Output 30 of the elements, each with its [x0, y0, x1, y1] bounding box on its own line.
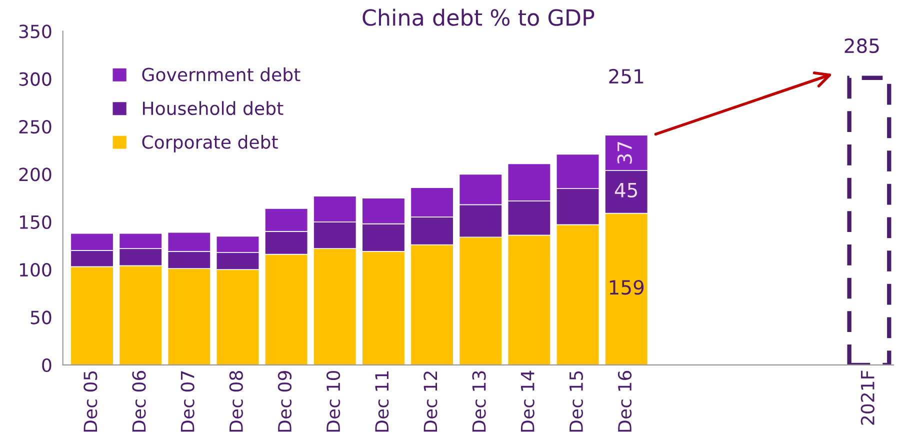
x-tick-label: Dec 07 [180, 371, 194, 432]
data-label: 37 [617, 142, 632, 164]
data-label: 159 [610, 280, 644, 295]
x-tick-label: Dec 05 [84, 371, 98, 432]
data-label: 45 [614, 183, 638, 198]
legend-label: Government debt [142, 67, 300, 82]
x-tick-label: Dec 06 [132, 370, 146, 432]
x-tick-label: Dec 13 [472, 371, 486, 432]
x-tick-label: Dec 10 [326, 370, 340, 432]
x-tick-label: 2021F [860, 370, 874, 425]
x-tick-label: Dec 11 [375, 371, 389, 432]
y-tick-label: 100 [20, 263, 52, 277]
x-tick-label: Dec 16 [618, 370, 632, 432]
y-tick-label: 300 [19, 72, 52, 86]
x-tick-label: Dec 12 [424, 372, 438, 432]
y-tick-label: 150 [20, 215, 52, 229]
y-tick-label: 350 [19, 24, 52, 38]
annotation: 285 [844, 38, 879, 54]
x-tick-label: Dec 08 [229, 371, 243, 432]
x-tick-label: Dec 14 [521, 370, 534, 432]
y-tick-label: 250 [19, 120, 52, 134]
x-tick-label: Dec 15 [570, 371, 584, 432]
legend-label: Household debt [142, 101, 284, 116]
x-tick-label: Dec 09 [278, 371, 292, 432]
legend-label: Corporate debt [142, 134, 278, 152]
chart-title: China debt % to GDP [362, 8, 594, 26]
y-tick-label: 200 [19, 168, 52, 182]
annotation: 251 [609, 68, 644, 84]
y-tick-label: 50 [30, 310, 52, 324]
y-tick-label: 0 [42, 358, 52, 372]
